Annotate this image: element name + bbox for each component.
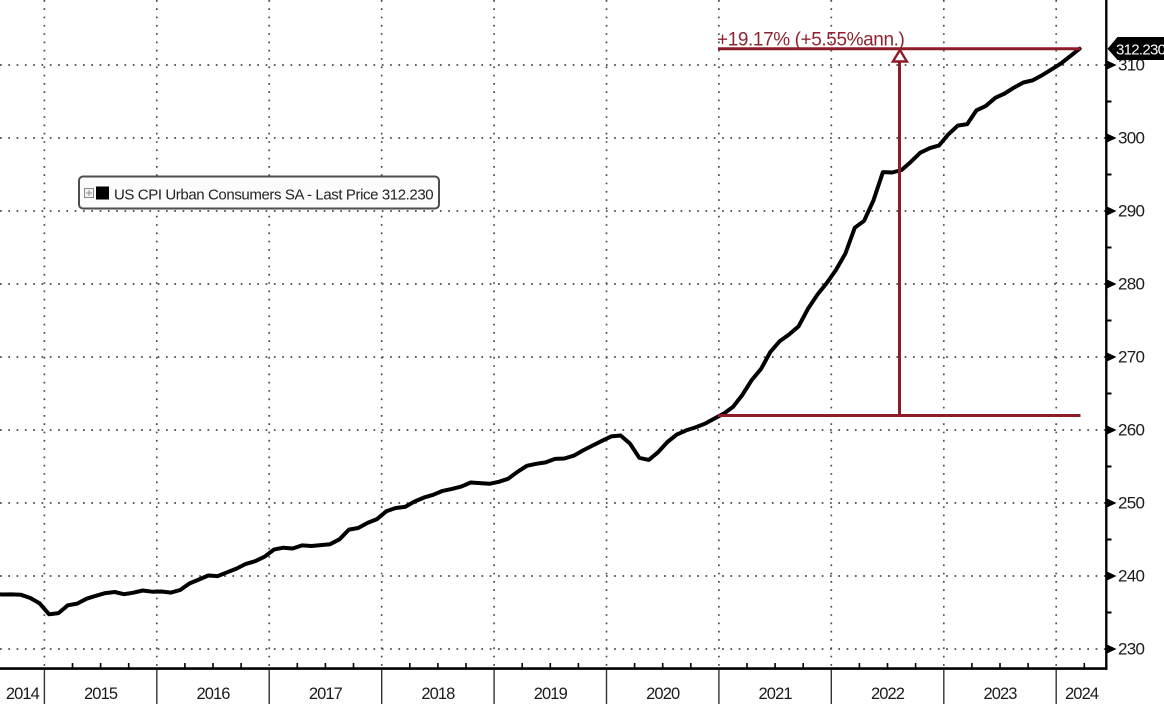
svg-text:290: 290 (1118, 202, 1145, 221)
svg-text:2021: 2021 (759, 685, 793, 703)
svg-text:2015: 2015 (84, 685, 118, 703)
svg-text:260: 260 (1118, 421, 1145, 440)
svg-text:312.230: 312.230 (1116, 42, 1164, 59)
svg-text:2017: 2017 (309, 685, 343, 703)
svg-text:270: 270 (1118, 348, 1145, 367)
svg-text:280: 280 (1118, 275, 1145, 294)
svg-text:230: 230 (1118, 640, 1145, 659)
svg-text:2014: 2014 (6, 685, 40, 703)
svg-text:+19.17% (+5.55%ann.): +19.17% (+5.55%ann.) (717, 30, 904, 51)
svg-text:2022: 2022 (871, 685, 905, 703)
svg-text:300: 300 (1118, 129, 1145, 148)
svg-text:2024: 2024 (1065, 685, 1099, 703)
svg-text:2016: 2016 (196, 685, 230, 703)
svg-text:310: 310 (1118, 56, 1145, 75)
svg-text:240: 240 (1118, 567, 1145, 586)
svg-text:2020: 2020 (646, 685, 680, 703)
svg-text:2023: 2023 (983, 685, 1017, 703)
svg-text:2018: 2018 (421, 685, 455, 703)
svg-text:250: 250 (1118, 494, 1145, 513)
svg-text:US CPI Urban Consumers SA - La: US CPI Urban Consumers SA - Last Price 3… (114, 187, 433, 204)
svg-text:2019: 2019 (534, 685, 568, 703)
